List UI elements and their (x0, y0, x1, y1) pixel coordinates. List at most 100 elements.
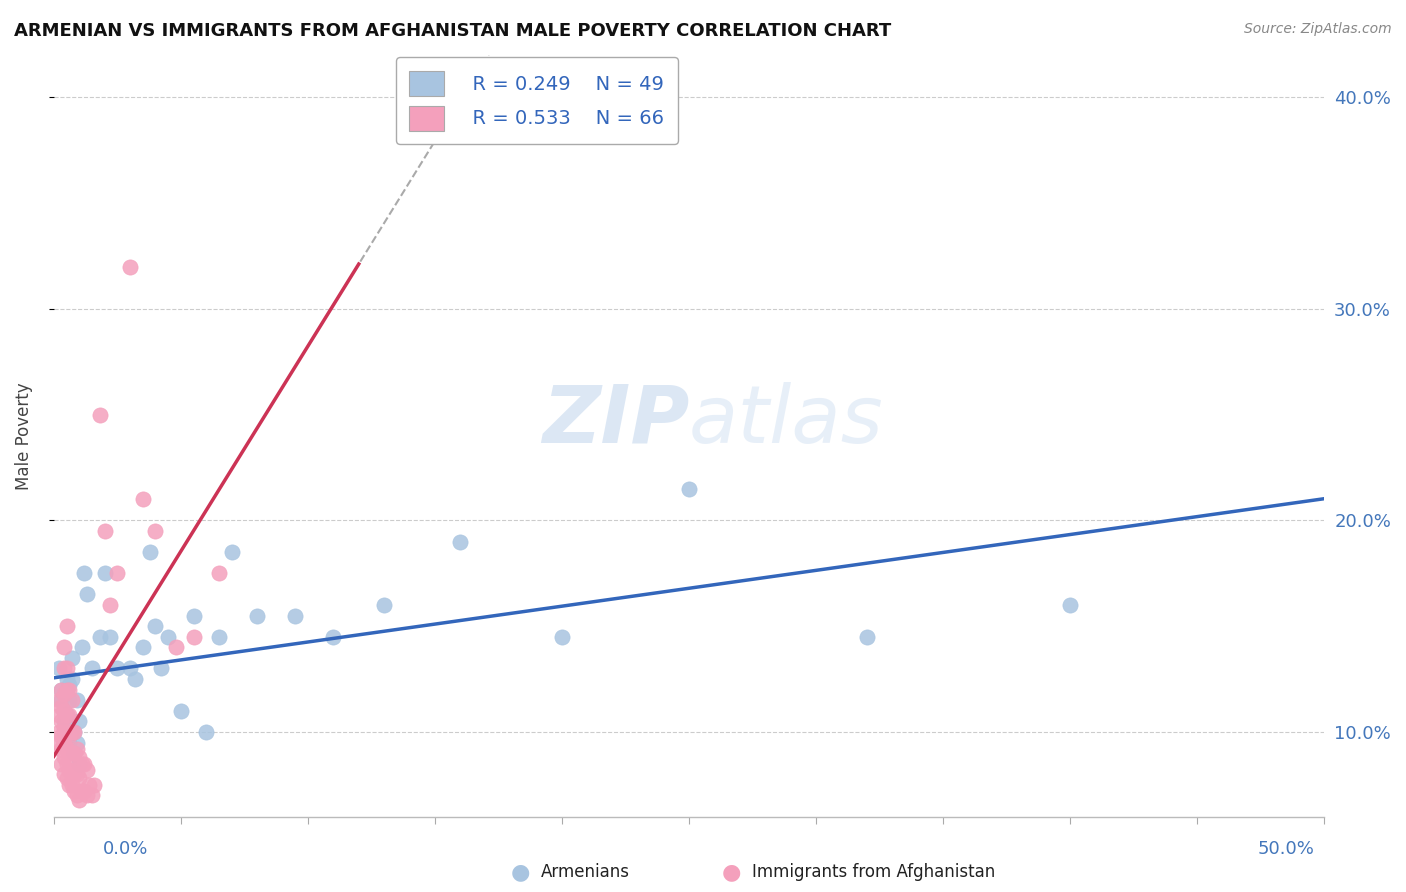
Point (51, 729, 73, 743)
Point (53, 661, 76, 675)
Point (98, 598, 121, 612)
Point (48, 725, 70, 739)
Text: atlas: atlas (689, 382, 884, 459)
Point (76, 763, 98, 777)
Point (55, 619, 77, 633)
Point (63, 767, 86, 781)
Text: ●: ● (721, 863, 741, 882)
Point (53, 687, 76, 701)
Point (55, 687, 77, 701)
Point (53, 640, 76, 655)
Point (80, 661, 103, 675)
Point (55, 708, 77, 723)
Point (678, 482, 700, 496)
Text: Armenians: Armenians (541, 863, 630, 881)
Point (55, 661, 77, 675)
Point (60, 672, 83, 686)
Point (53, 750, 76, 764)
Point (51, 682, 73, 697)
Point (67, 772, 90, 786)
Point (66, 742, 89, 756)
Point (66, 767, 89, 781)
Point (60, 763, 83, 777)
Point (124, 672, 146, 686)
Point (58, 778, 80, 792)
Point (93, 524, 115, 538)
Point (58, 729, 80, 743)
Point (67, 756, 90, 771)
Point (55, 708, 77, 723)
Point (63, 784, 86, 798)
Point (145, 524, 167, 538)
Point (63, 746, 86, 760)
Point (53, 714, 76, 729)
Point (70, 756, 93, 771)
Point (51, 742, 73, 756)
Legend:   R = 0.249    N = 49,   R = 0.533    N = 66: R = 0.249 N = 49, R = 0.533 N = 66 (395, 57, 678, 145)
Point (89, 408, 111, 422)
Point (66, 789, 89, 803)
Point (48, 693, 70, 707)
Point (208, 630, 231, 644)
Point (322, 630, 344, 644)
Point (93, 566, 115, 581)
Point (55, 772, 77, 786)
Point (165, 640, 187, 655)
Point (73, 756, 96, 771)
Point (73, 784, 96, 798)
Point (89, 630, 111, 644)
Point (55, 682, 77, 697)
Point (183, 630, 205, 644)
Text: ●: ● (510, 863, 530, 882)
Point (120, 260, 142, 274)
Point (58, 682, 80, 697)
Point (157, 630, 180, 644)
Point (63, 725, 86, 739)
Point (105, 566, 128, 581)
Point (53, 721, 76, 735)
Point (60, 693, 83, 707)
Point (183, 608, 205, 623)
Text: ZIP: ZIP (541, 382, 689, 459)
Point (83, 778, 105, 792)
Point (48, 735, 70, 749)
Point (53, 735, 76, 749)
Point (551, 630, 574, 644)
Point (66, 735, 89, 749)
Point (246, 608, 269, 623)
Point (51, 756, 73, 771)
Point (60, 778, 83, 792)
Point (67, 792, 90, 806)
Point (58, 735, 80, 749)
Y-axis label: Male Poverty: Male Poverty (15, 382, 32, 490)
Text: Immigrants from Afghanistan: Immigrants from Afghanistan (752, 863, 995, 881)
Point (149, 661, 172, 675)
Point (55, 725, 77, 739)
Point (67, 714, 90, 729)
Point (139, 545, 162, 559)
Point (66, 693, 89, 707)
Point (120, 661, 142, 675)
Point (132, 492, 155, 507)
Point (53, 704, 76, 718)
Point (221, 545, 243, 559)
Point (58, 763, 80, 777)
Point (63, 746, 86, 760)
Point (73, 566, 96, 581)
Point (105, 661, 128, 675)
Point (449, 534, 471, 549)
Point (53, 767, 76, 781)
Point (58, 678, 80, 692)
Point (58, 746, 80, 760)
Text: 50.0%: 50.0% (1258, 840, 1315, 858)
Point (132, 640, 155, 655)
Point (53, 704, 76, 718)
Point (55, 672, 77, 686)
Point (51, 699, 73, 714)
Point (195, 725, 218, 739)
Point (70, 784, 93, 798)
Point (51, 682, 73, 697)
Point (60, 746, 83, 760)
Point (79, 778, 101, 792)
Point (51, 714, 73, 729)
